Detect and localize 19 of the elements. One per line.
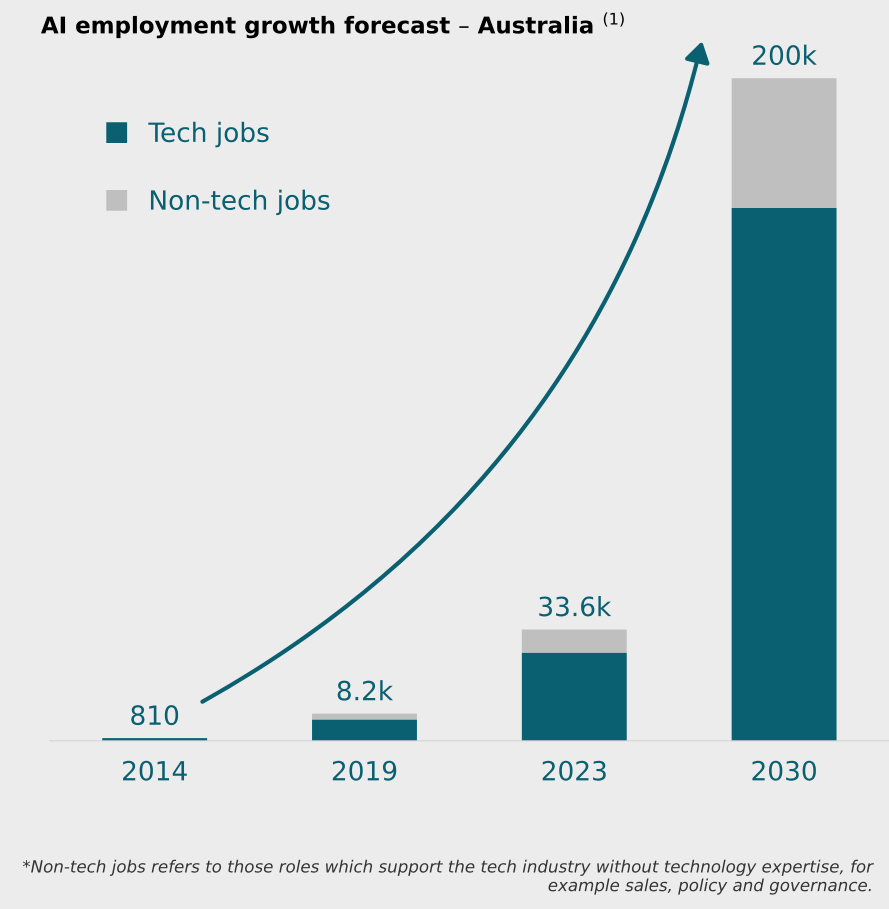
legend-label: Non-tech jobs: [150, 190, 330, 216]
bar: [312, 720, 417, 741]
bar: [522, 630, 627, 653]
bar: [732, 208, 837, 741]
bar: [102, 738, 208, 741]
annotation: 33.6k: [539, 596, 612, 616]
annotation: 8.2k: [338, 680, 394, 701]
annotation: 200k: [753, 44, 817, 66]
x-tick-label: 2014: [123, 760, 187, 781]
x-tick-label: 2019: [332, 760, 396, 781]
bar: [312, 714, 417, 720]
x-tick-label: 2023: [542, 760, 606, 781]
x-tick-label: 2030: [752, 760, 816, 781]
legend-label: Tech jobs: [148, 122, 269, 148]
chart-title: AI employment growth forecast – Australia $^{(1)}$: [41, 12, 624, 38]
bar: [732, 78, 837, 208]
bar: [522, 652, 627, 741]
annotation: 810: [131, 705, 178, 726]
text: *Non-tech jobs refers to those roles which support the tech industry without technology expertise, for example sales, policy and governance.: [22, 860, 874, 895]
